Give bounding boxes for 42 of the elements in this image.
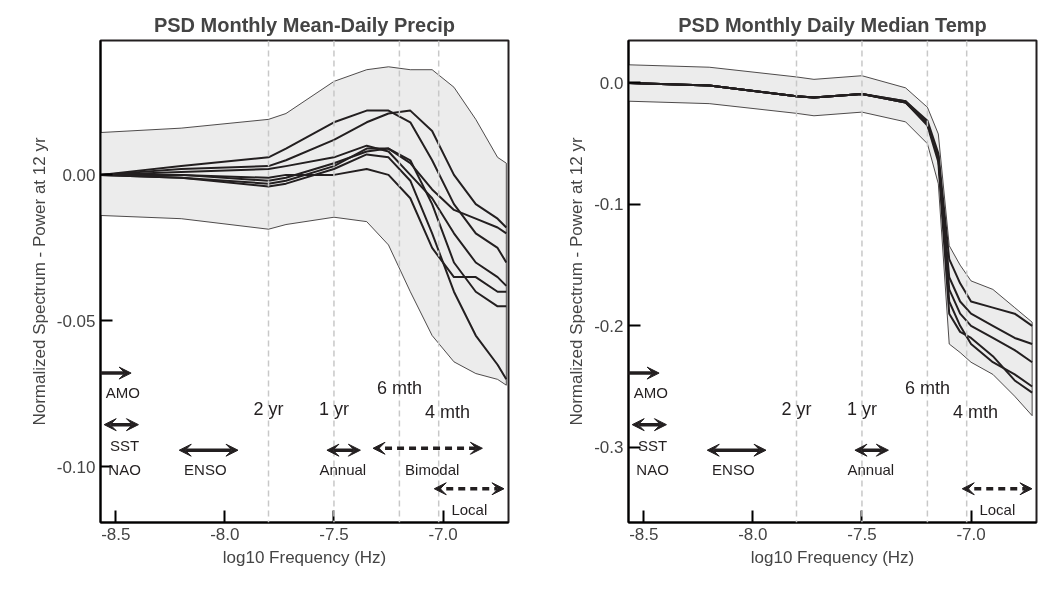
annotation: AMO <box>633 384 669 402</box>
ref-line-label: 6 mth <box>376 377 422 398</box>
annotation: SST <box>109 436 140 454</box>
annotation: NAO <box>636 461 669 479</box>
y-tick-label: 0.0 <box>599 73 624 93</box>
annotation: AMO <box>105 384 141 402</box>
x-tick-label: -7.5 <box>319 524 349 544</box>
chart-title: PSD Monthly Mean-Daily Precip <box>153 13 456 36</box>
ref-line-label: 2 yr <box>253 399 284 420</box>
y-tick-label: -0.05 <box>56 311 96 331</box>
x-tick-label: -8.0 <box>738 524 768 544</box>
annotation: Local <box>979 500 1016 518</box>
annotation: SST <box>637 436 668 454</box>
annotation: Local <box>451 500 488 518</box>
ref-line-label: 6 mth <box>904 377 950 398</box>
y-tick-label: 0.00 <box>62 165 96 185</box>
annotation: ENSO <box>184 461 227 479</box>
annotation: NAO <box>108 461 141 479</box>
x-tick-label: -8.0 <box>210 524 240 544</box>
x-tick-label: -7.5 <box>847 524 877 544</box>
annotation: ENSO <box>712 461 755 479</box>
y-tick-label: -0.2 <box>594 316 624 336</box>
ref-line-label: 4 mth <box>952 401 998 422</box>
x-tick-label: -8.5 <box>629 524 659 544</box>
chart-title: PSD Monthly Daily Median Temp <box>678 13 987 36</box>
annotation: Annual <box>319 461 367 479</box>
x-tick-label: -7.0 <box>956 524 986 544</box>
ref-line-label: 1 yr <box>846 399 877 420</box>
y-axis-title: Normalized Spectrum - Power at 12 yr <box>567 137 587 426</box>
y-tick-label: -0.1 <box>594 195 624 215</box>
x-tick-label: -8.5 <box>101 524 131 544</box>
annotation: Annual <box>847 461 895 479</box>
x-axis-title: log10 Frequency (Hz) <box>222 547 387 567</box>
ref-line-label: 1 yr <box>318 399 349 420</box>
y-tick-label: -0.3 <box>594 438 624 458</box>
y-tick-label: -0.10 <box>56 458 96 477</box>
ref-line-label: 4 mth <box>424 401 470 422</box>
x-axis-title: log10 Frequency (Hz) <box>750 547 915 567</box>
ref-line-label: 2 yr <box>781 399 812 420</box>
x-tick-label: -7.0 <box>428 524 458 544</box>
y-axis-title: Normalized Spectrum - Power at 12 yr <box>29 137 49 426</box>
annotation: Bimodal <box>405 461 460 479</box>
